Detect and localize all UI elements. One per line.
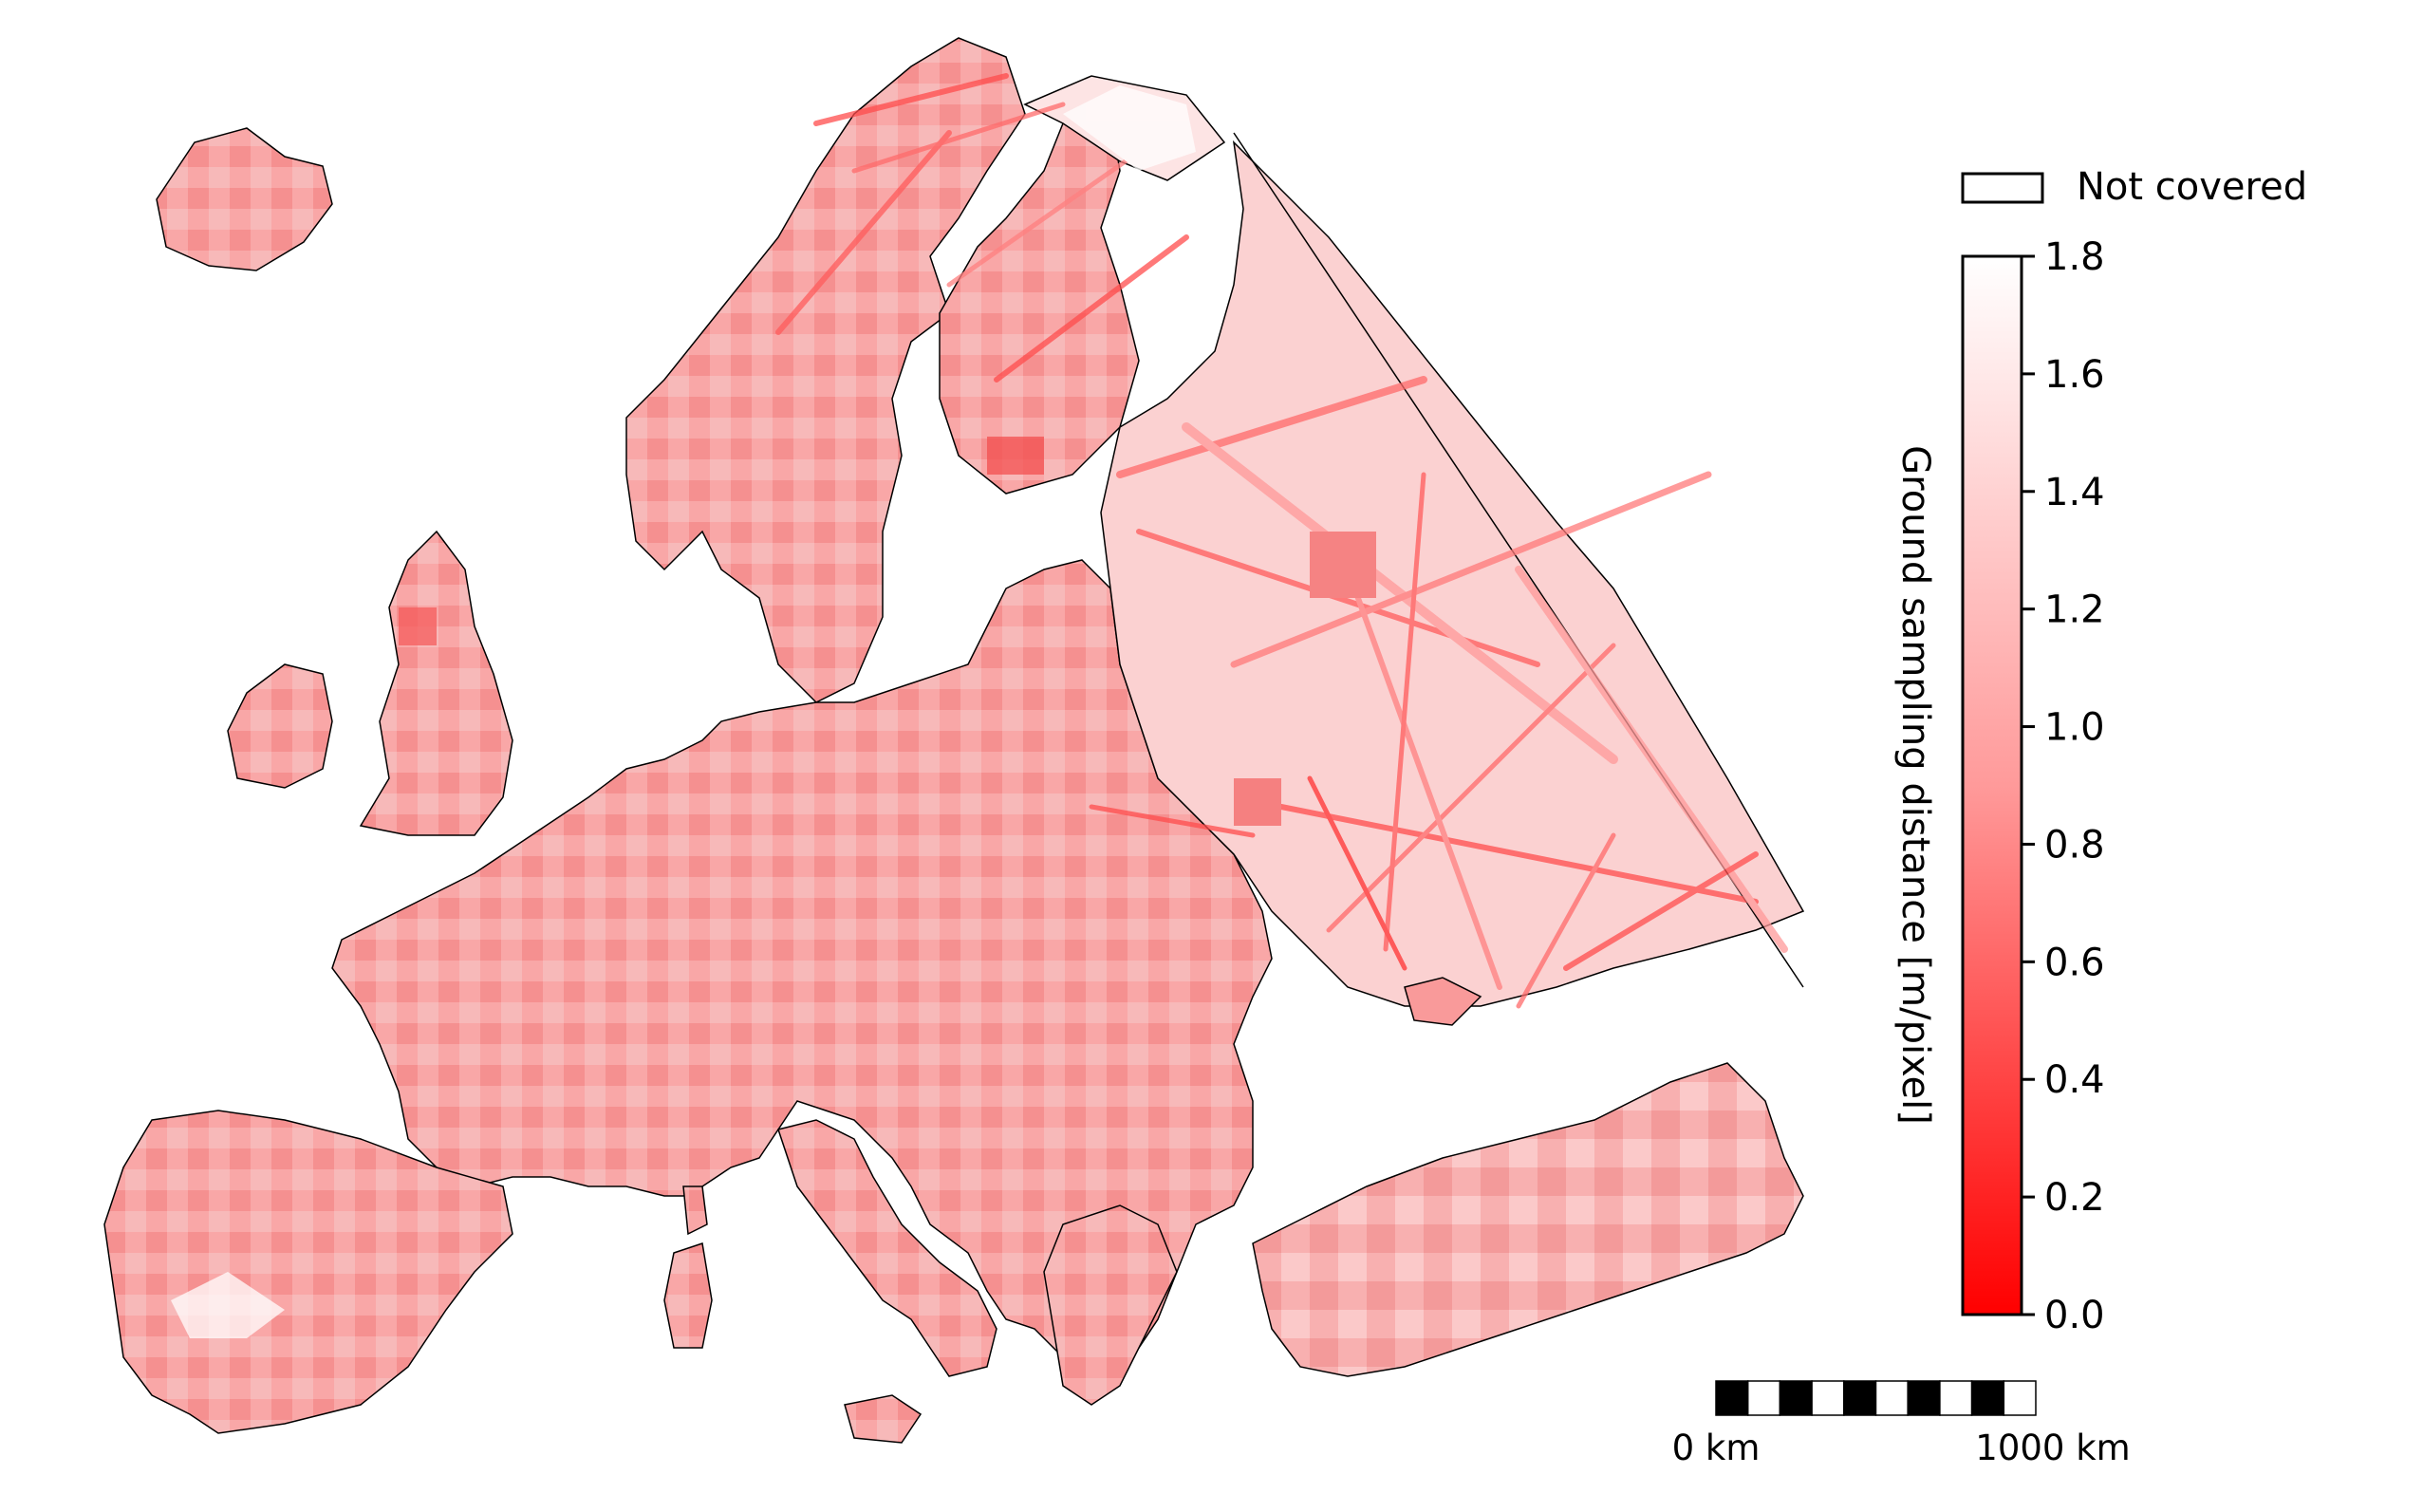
track-streak bbox=[1278, 804, 1759, 905]
colorbar-tick-label: 0.6 bbox=[2044, 941, 2105, 984]
legend-not-covered-label: Not covered bbox=[2077, 165, 2307, 209]
scale-bar-segment bbox=[1746, 1380, 1781, 1416]
hotspot bbox=[399, 607, 437, 645]
legend-swatch-not-covered bbox=[1961, 172, 2044, 204]
track-streak bbox=[1182, 422, 1618, 764]
scale-bar-segment bbox=[1779, 1380, 1813, 1416]
scale-bar-segment bbox=[1907, 1380, 1941, 1416]
not-covered-patch bbox=[171, 1272, 285, 1338]
region-ireland bbox=[227, 663, 333, 789]
colorbar-label: Ground sampling distance [m/pixel] bbox=[1893, 445, 1937, 1125]
track-streak bbox=[1307, 775, 1407, 971]
track-streak bbox=[1116, 376, 1427, 478]
region-italy bbox=[777, 1119, 997, 1377]
region-crimea bbox=[1404, 977, 1482, 1026]
scale-bar-segment bbox=[1970, 1380, 2005, 1416]
track-streak bbox=[1515, 566, 1788, 953]
scale-bar-segment bbox=[2003, 1380, 2037, 1416]
satellite-tracks bbox=[171, 73, 1788, 1338]
scale-bar-segment bbox=[1874, 1380, 1909, 1416]
scale-bar-left-label: 0 km bbox=[1672, 1428, 1761, 1468]
track-streak bbox=[775, 130, 952, 335]
region-sicily bbox=[844, 1394, 923, 1444]
region-great-britain bbox=[359, 530, 513, 836]
colorbar-tick-label: 0.2 bbox=[2044, 1176, 2105, 1220]
scale-bar-segments bbox=[1715, 1380, 2037, 1416]
scale-bar-right-label: 1000 km bbox=[1975, 1428, 2130, 1468]
colorbar-tick-label: 0.8 bbox=[2044, 823, 2105, 867]
land-regions bbox=[103, 37, 1805, 1444]
hotspot bbox=[1234, 778, 1281, 826]
region-corsica bbox=[682, 1185, 708, 1236]
scale-bar-segment bbox=[1811, 1380, 1845, 1416]
track-streak bbox=[1516, 832, 1616, 1009]
hotspot bbox=[1310, 532, 1376, 598]
scale-bar-segment bbox=[1843, 1380, 1877, 1416]
region-sardinia bbox=[663, 1242, 713, 1349]
not-covered-patch bbox=[1063, 85, 1196, 171]
scale-bar-segment bbox=[1715, 1380, 1749, 1416]
track-streak bbox=[1326, 643, 1616, 933]
track-streak bbox=[1230, 471, 1712, 668]
colorbar-tick-label: 0.0 bbox=[2044, 1294, 2105, 1337]
track-streak bbox=[813, 73, 1009, 126]
region-greece bbox=[1043, 1204, 1178, 1406]
colorbar-tick-label: 1.8 bbox=[2044, 235, 2105, 279]
track-streak bbox=[1089, 804, 1256, 838]
colorbar-tick-label: 1.2 bbox=[2044, 588, 2105, 632]
colorbar-tick-label: 1.4 bbox=[2044, 471, 2105, 514]
track-streak bbox=[1345, 567, 1502, 990]
scale-bar-segment bbox=[1939, 1380, 1973, 1416]
legend-not-covered: Not covered bbox=[1961, 165, 2307, 209]
scale-bar: 0 km 1000 km bbox=[1672, 1380, 2131, 1468]
colorbar-tick-label: 1.0 bbox=[2044, 706, 2105, 750]
region-iceland bbox=[156, 127, 333, 271]
track-streak bbox=[946, 149, 1142, 288]
colorbar-tick-label: 1.6 bbox=[2044, 353, 2105, 397]
track-streak bbox=[1563, 851, 1759, 971]
region-iberia bbox=[103, 1110, 513, 1434]
colorbar-gradient bbox=[1961, 254, 2023, 1316]
track-streak bbox=[1383, 472, 1426, 952]
region-finland bbox=[939, 113, 1140, 495]
colorbar-ticks: 0.0 0.2 0.4 0.6 0.8 1.0 1.2 1.4 1.6 1.8 bbox=[2022, 235, 2105, 1337]
colorbar: 0.0 0.2 0.4 0.6 0.8 1.0 1.2 1.4 1.6 1.8 Ground sa… bbox=[1893, 235, 2105, 1337]
colorbar-tick-label: 0.4 bbox=[2044, 1058, 2105, 1102]
track-streak bbox=[851, 102, 1066, 174]
region-anatolia bbox=[1252, 1062, 1804, 1377]
track-streak bbox=[994, 234, 1189, 383]
hotspot bbox=[987, 437, 1044, 475]
region-scandinavia bbox=[625, 37, 1026, 703]
